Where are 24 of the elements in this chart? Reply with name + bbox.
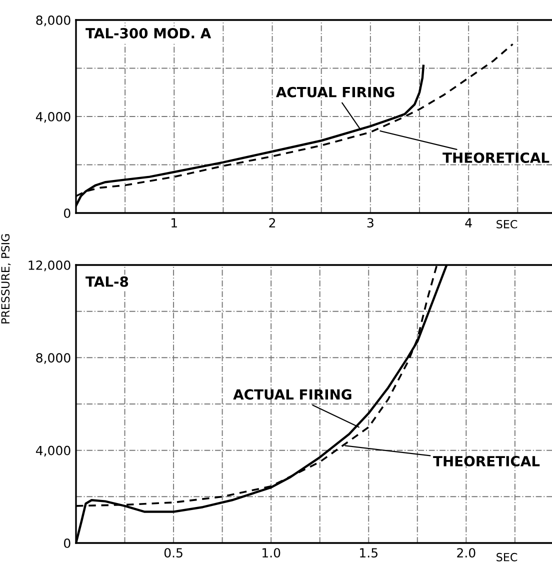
x-tick-label: 4	[465, 218, 472, 228]
y-tick-label: 8,000	[36, 353, 70, 364]
y-tick-label: 4,000	[36, 446, 70, 457]
annotation: ACTUAL FIRING	[276, 86, 394, 98]
y-tick-label: 4,000	[36, 112, 70, 123]
annotation: THEORETICAL	[442, 152, 550, 163]
annotation: THEORETICAL	[433, 456, 540, 466]
x-tick-label: 3	[367, 218, 374, 228]
x-axis-title: SEC	[496, 552, 518, 562]
x-tick-label: 2.0	[457, 548, 476, 558]
x-axis-title: SEC	[496, 220, 518, 228]
annotation: ACTUAL FIRING	[233, 389, 352, 400]
x-tick-label: 1.0	[262, 548, 280, 558]
x-tick-label: 0.5	[164, 548, 182, 558]
y-tick-label: 12,000	[28, 260, 70, 272]
y-axis-title: PRESSURE, PSIG	[1, 234, 11, 324]
chart-title: TAL-300 MOD. A	[86, 28, 212, 38]
x-tick-label: 1.5	[360, 548, 378, 558]
x-tick-label: 2	[269, 218, 276, 228]
y-tick-label: 8,000	[36, 15, 70, 26]
text: TAL-8	[86, 276, 128, 287]
y-tick-label: 0	[64, 208, 70, 218]
y-tick-label: 0	[64, 538, 70, 548]
x-tick-label: 1	[172, 218, 177, 228]
